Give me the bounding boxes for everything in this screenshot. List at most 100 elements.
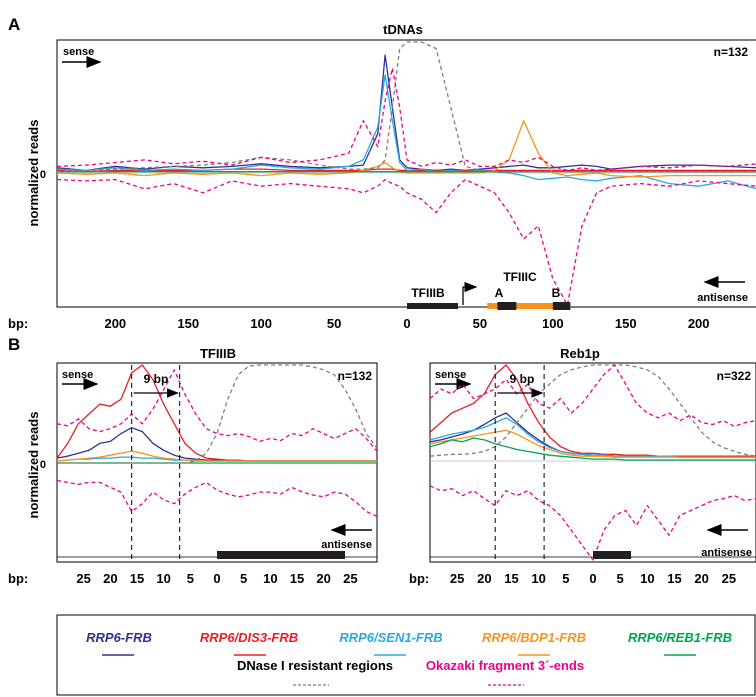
panel-b-right-n: n=322 [717,369,752,383]
b-left-x-tick-label: 25 [343,571,357,586]
a-feature-tfiiib-box [407,303,459,309]
a-x-tick-label: 200 [688,316,710,331]
a-series-okazaki [56,67,756,172]
legend-label-dnase: DNase I resistant regions [237,658,393,673]
b-left-series-bdp1 [56,450,377,462]
a-series-okazaki-as [56,178,756,306]
panel-a-letter: A [8,15,20,34]
b-left-x-tick-label: 15 [130,571,144,586]
b-right-x-tick-label: 20 [694,571,708,586]
b-right-x-tick-label: 0 [589,571,596,586]
panel-b-left-x-ticks: 25 20 15 10 5 0 5 10 15 20 25 [76,571,357,586]
legend-item-bdp1: RRP6/BDP1-FRB [482,630,586,656]
panel-b-letter: B [8,335,20,354]
b-right-series-dis3 [429,364,756,457]
a-x-tick-label: 100 [542,316,564,331]
b-right-x-tick-label: 10 [531,571,545,586]
b-right-x-tick-label: 5 [617,571,624,586]
b-right-x-tick-label: 25 [722,571,736,586]
b-right-feature-1-box [593,551,632,559]
b-right-series-dnase [429,364,756,457]
panel-a-box-a-label: A [495,286,504,300]
panel-b-ylabel: normalized reads [26,412,41,519]
panel-a-features [407,302,571,310]
panel-a-antisense-label: antisense [697,292,748,304]
a-feature-a-box [497,302,517,310]
a-feature-b-box [552,302,571,310]
panel-a-sense-label: sense [63,46,94,58]
a-x-tick-label: 50 [327,316,341,331]
b-left-series-okazaki [56,369,378,452]
b-right-x-tick-label: 15 [504,571,518,586]
panel-a-bp-label: bp: [8,316,28,331]
legend-label-bdp1: RRP6/BDP1-FRB [482,630,586,645]
legend-label-reb1: RRP6/REB1-FRB [628,630,732,645]
legend-item-reb1: RRP6/REB1-FRB [628,630,732,656]
b-left-x-tick-label: 5 [240,571,247,586]
panel-b-zero: 0 [40,459,46,471]
panel-a-tfiiic-label: TFIIIC [503,270,537,284]
b-left-x-tick-label: 5 [187,571,194,586]
b-left-feature-tfiiib-box [217,551,345,559]
b-right-series-okazaki [429,364,756,428]
b-right-x-tick-label: 20 [477,571,491,586]
b-left-series-okazaki-as [56,479,378,517]
panel-b-right-plot [429,364,756,561]
b-left-x-tick-label: 0 [213,571,220,586]
panel-a-tss-arrow [462,281,478,305]
panel-b-right-sense-label: sense [435,369,466,381]
legend-item-rrp6: RRP6-FRB [86,630,152,656]
b-right-series-bdp1 [429,429,756,458]
legend-label-okazaki: Okazaki fragment 3´-ends [426,658,584,673]
b-left-series-dnase [57,364,378,464]
a-feature-tfiiic-box [487,303,571,309]
panel-b-right-title: Reb1p [560,346,600,361]
panel-a-plot [56,41,756,306]
panel-b-left-bp-label: bp: [8,571,28,586]
a-x-tick-label: 100 [250,316,272,331]
b-left-x-tick-label: 10 [156,571,170,586]
b-left-x-tick-label: 20 [316,571,330,586]
b-right-series-reb1 [429,437,756,461]
legend-item-okazaki: Okazaki fragment 3´-ends [426,658,584,686]
b-left-x-tick-label: 15 [290,571,304,586]
panel-b-right-features [430,365,756,560]
legend-item-dnase: DNase I resistant regions [237,658,393,686]
panel-a-box-b-label: B [552,286,561,300]
panel-b-left-title: TFIIIB [200,346,236,361]
b-left-x-tick-label: 10 [263,571,277,586]
b-left-x-tick-label: 20 [103,571,117,586]
a-x-tick-label: 150 [615,316,637,331]
b-left-x-tick-label: 25 [76,571,90,586]
panel-b-right-frame [429,362,756,563]
panel-a-zero: 0 [40,169,46,181]
legend-box [56,614,756,696]
a-x-tick-label: 150 [177,316,199,331]
panel-b-left-gap-label: 9 bp [144,372,169,386]
b-right-x-tick-label: 25 [450,571,464,586]
legend-label-dis3: RRP6/DIS3-FRB [200,630,298,645]
a-series-dnase [56,41,756,173]
b-left-series-dis3 [56,364,377,462]
a-x-tick-label: 50 [473,316,487,331]
panel-b-left-sense-label: sense [62,369,93,381]
panel-a-x-ticks: 200 150 100 50 0 50 100 150 200 [104,316,709,331]
a-x-tick-label: 200 [104,316,126,331]
a-x-tick-label: 0 [403,316,410,331]
a-series-sen1 [56,74,756,190]
a-series-bdp1 [56,119,756,178]
panel-a-tfiiib-label: TFIIIB [411,286,445,300]
panel-a-ylabel: normalized reads [26,120,41,227]
panel-a-n: n=132 [714,45,749,59]
panel-b-right-gap-label: 9 bp [510,372,535,386]
panel-a-title: tDNAs [383,22,423,37]
b-right-x-tick-label: 15 [667,571,681,586]
panel-b-right-x-ticks: 25 20 15 10 5 0 5 10 15 20 25 [450,571,736,586]
panel-b-left-plot [56,364,378,517]
panel-b-left-antisense-label: antisense [321,539,372,551]
legend-label-rrp6: RRP6-FRB [86,630,152,645]
panel-b-right-antisense-label: antisense [701,547,752,559]
b-right-x-tick-label: 5 [562,571,569,586]
panel-b-left-n: n=132 [338,369,373,383]
